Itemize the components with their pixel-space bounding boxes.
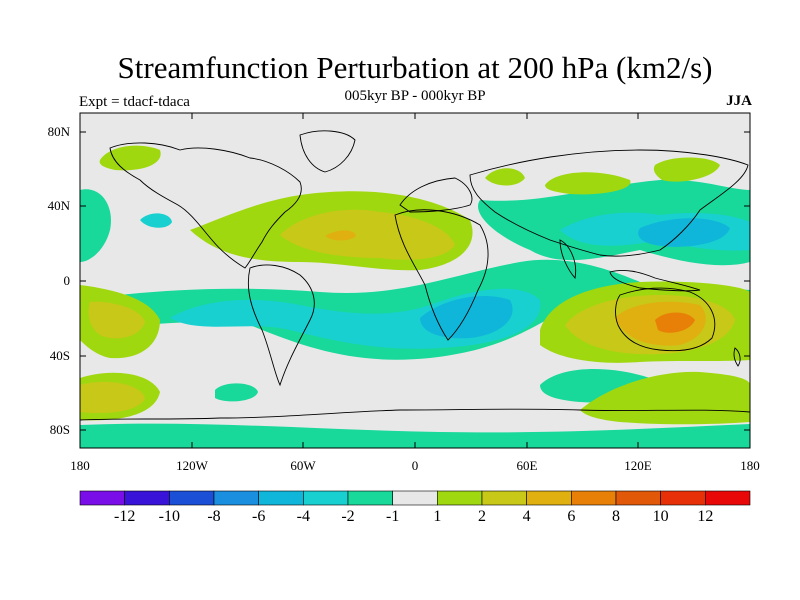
coast-asia: [469, 149, 749, 257]
field-west-nh: [80, 189, 111, 262]
colorbar-swatch: [124, 490, 170, 506]
coast-india: [559, 239, 577, 279]
field-atlantic-deep: [325, 230, 356, 241]
colorbar-swatch: [347, 490, 393, 506]
colorbar-swatch: [615, 490, 661, 506]
coast-antarctica: [80, 408, 750, 421]
lon-label-60w: 60W: [290, 458, 316, 473]
field-south-deep: [420, 296, 513, 339]
lat-label-80s: 80S: [49, 422, 70, 437]
lon-label-120w: 120W: [176, 458, 208, 473]
coast-greenland: [299, 130, 356, 173]
coastlines: [80, 130, 750, 421]
colorbar-swatch: [705, 490, 751, 506]
field-atlantic-core: [280, 209, 455, 260]
lat-label-40s: 40S: [49, 348, 70, 363]
lat-label-80n: 80N: [47, 124, 70, 139]
map-subtitle: 005kyr BP - 000kyr BP: [344, 88, 486, 104]
colorbar-swatch: [79, 490, 125, 506]
lon-label-180e: 180: [740, 458, 760, 473]
experiment-label: Expt = tdacf-tdaca: [79, 94, 190, 110]
colorbar-tick-label: -4: [296, 508, 310, 525]
colorbar-swatch: [481, 490, 527, 506]
field-antarctic-ring: [80, 423, 750, 448]
colorbar-tick-label: 8: [612, 508, 620, 525]
colorbar-swatch: [526, 490, 572, 506]
field-atlantic-small: [140, 213, 172, 228]
colorbar: [79, 490, 751, 506]
coast-australia: [615, 287, 716, 352]
field-arctic-east: [545, 172, 631, 195]
lon-label-60e: 60E: [516, 458, 538, 473]
colorbar-tick-label: -8: [207, 508, 221, 525]
field-australia-max: [655, 312, 695, 333]
coast-new-zealand: [733, 347, 741, 367]
lat-label-40n: 40N: [47, 198, 70, 213]
season-label: JJA: [726, 93, 752, 109]
lon-label-0: 0: [411, 458, 419, 473]
field-arctic-center: [485, 168, 525, 186]
coast-indonesia: [609, 269, 701, 292]
colorbar-tick-label: 2: [478, 508, 486, 525]
colorbar-tick-label: -6: [251, 508, 266, 525]
lon-label-180w: 180: [70, 458, 90, 473]
colorbar-tick-label: 12: [697, 508, 714, 525]
coast-south-america: [247, 264, 315, 387]
coast-africa: [394, 209, 489, 341]
map-title: Streamfunction Perturbation at 200 hPa (…: [117, 50, 713, 85]
colorbar-tick-label: 10: [652, 508, 669, 525]
colorbar-swatch: [571, 490, 617, 506]
field-asia-north: [653, 157, 720, 182]
colorbar-swatch: [660, 490, 706, 506]
colorbar-swatch: [437, 490, 483, 506]
colorbar-tick-label: -10: [158, 508, 180, 525]
colorbar-tick-label: -1: [385, 508, 400, 525]
colorbar-swatch: [213, 490, 259, 506]
colorbar-swatch: [303, 490, 349, 506]
field-south-pacific-blob: [215, 383, 258, 402]
colorbar-tick-label: 6: [567, 508, 576, 525]
field-south-pacific-core: [80, 381, 145, 414]
field-nh-deep: [638, 218, 730, 247]
field-arctic-west: [99, 145, 161, 171]
colorbar-tick-label: 4: [522, 508, 531, 525]
colorbar-tick-label: -2: [341, 508, 355, 525]
colorbar-swatch: [258, 490, 304, 506]
colorbar-swatch: [169, 490, 215, 506]
colorbar-swatch: [392, 490, 438, 506]
lon-label-120e: 120E: [624, 458, 652, 473]
lat-label-eq: 0: [63, 273, 71, 288]
field-pacific-core: [88, 301, 145, 339]
lon-tick-marks: [79, 113, 751, 448]
colorbar-tick-label: 1: [433, 508, 442, 525]
lat-tick-marks: [80, 131, 750, 431]
coast-north-america: [109, 142, 302, 269]
colorbar-tick-label: -12: [113, 508, 136, 525]
contour-fields: [80, 130, 750, 448]
field-southeast-ridge: [580, 371, 750, 425]
